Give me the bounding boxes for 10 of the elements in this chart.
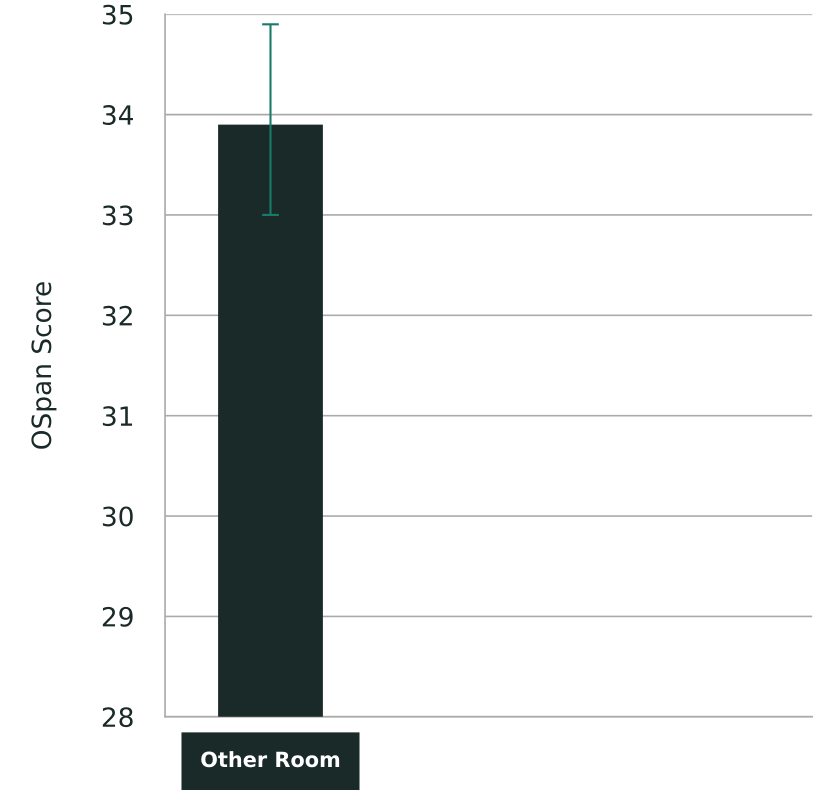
y-tick-label: 31 bbox=[102, 406, 132, 426]
y-tick-label: 28 bbox=[102, 707, 133, 728]
x-tick-label: Other Room bbox=[201, 751, 340, 768]
y-tick-label: 35 bbox=[102, 4, 132, 25]
y-tick-label: 34 bbox=[102, 105, 134, 126]
y-axis-title: OSpan Score bbox=[31, 282, 56, 449]
y-tick-label: 30 bbox=[102, 506, 133, 526]
y-tick-label: 29 bbox=[102, 606, 133, 627]
y-tick-label: 33 bbox=[102, 205, 132, 226]
y-tick-label: 32 bbox=[102, 306, 132, 326]
